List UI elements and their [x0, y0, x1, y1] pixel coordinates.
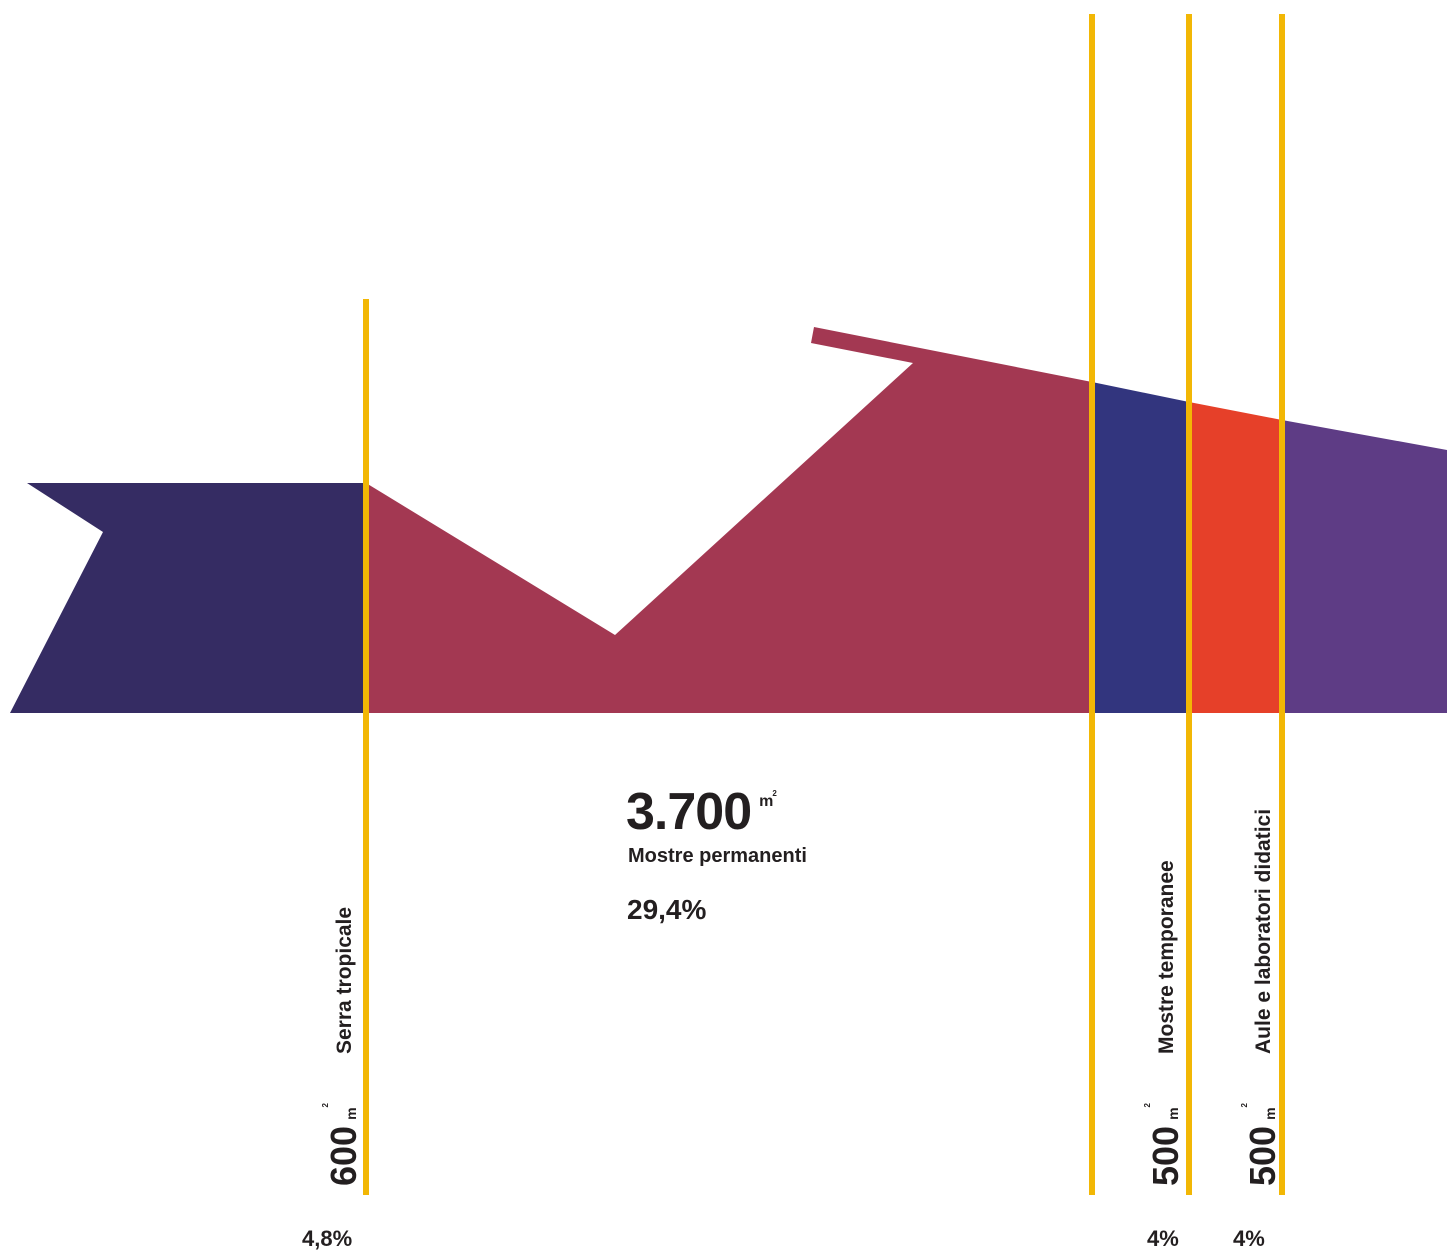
permanenti-label: Mostre permanenti	[628, 845, 807, 867]
mostre-temporanee-shape	[1092, 382, 1189, 713]
permanenti-value: 3.700 m2	[626, 783, 777, 841]
aule-percent: 4%	[1233, 1226, 1265, 1251]
temporanee-percent: 4%	[1147, 1226, 1179, 1251]
aule-label: Aule e laboratori didatici	[1252, 808, 1275, 1054]
aule-value: 500m2	[1240, 1103, 1283, 1186]
serra-value: 600m2	[321, 1103, 364, 1186]
temporanee-label: Mostre temporanee	[1155, 860, 1178, 1054]
serra-label: Serra tropicale	[333, 906, 356, 1054]
serra-percent: 4,8%	[302, 1226, 353, 1251]
permanenti-percent: 29,4%	[627, 894, 707, 925]
temporanee-value: 500m2	[1143, 1103, 1186, 1186]
aule-laboratori-shape	[1189, 402, 1282, 713]
mostre-permanenti-shape	[366, 327, 1092, 713]
remaining-area-shape	[1282, 420, 1447, 713]
serra-tropicale-shape	[10, 483, 366, 713]
